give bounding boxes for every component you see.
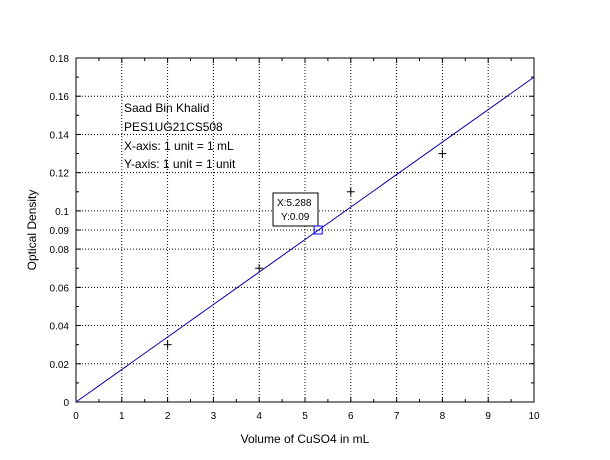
data-point-marker bbox=[438, 149, 447, 158]
x-tick-label: 3 bbox=[211, 411, 217, 422]
datatip-box bbox=[272, 192, 319, 227]
x-tick-label: 5 bbox=[302, 411, 308, 422]
y-tick-label: 0.12 bbox=[50, 169, 70, 180]
axis-ticks: 0 1 2 3 4 5 6 7 8 9 10 0 0.02 0.04 0.06 0.08 0.09 0.1 0.12… bbox=[50, 54, 540, 422]
datatip-y-label: Y:0.09 bbox=[281, 212, 310, 223]
y-tick-label: 0.09 bbox=[50, 226, 70, 237]
x-tick-label: 4 bbox=[256, 411, 262, 422]
data-point-marker bbox=[255, 264, 264, 273]
x-tick-label: 0 bbox=[73, 411, 79, 422]
y-tick-label: 0.02 bbox=[50, 360, 70, 371]
y-tick-label: 0.1 bbox=[55, 207, 69, 218]
datatip[interactable]: X:5.288 Y:0.09 bbox=[272, 192, 323, 235]
y-tick-label: 0 bbox=[63, 398, 69, 409]
fit-line bbox=[75, 76, 535, 403]
annotation: Saad Bin Khalid PES1UG21CS508 X-axis: 1 … bbox=[124, 101, 236, 171]
y-tick-label: 0.08 bbox=[50, 245, 70, 256]
y-tick-label: 0.18 bbox=[50, 54, 70, 65]
annotation-line-2: PES1UG21CS508 bbox=[124, 120, 223, 134]
x-tick-label: 2 bbox=[165, 411, 171, 422]
y-axis-label: Optical Density bbox=[25, 190, 39, 271]
datatip-marker[interactable] bbox=[313, 225, 323, 235]
annotation-line-4: Y-axis: 1 unit = 1 unit bbox=[124, 157, 236, 171]
x-tick-label: 10 bbox=[528, 411, 540, 422]
x-tick-label: 1 bbox=[119, 411, 125, 422]
data-point-marker bbox=[346, 187, 355, 196]
data-point-marker bbox=[163, 340, 172, 349]
x-tick-label: 8 bbox=[440, 411, 446, 422]
y-tick-label: 0.14 bbox=[50, 130, 70, 141]
x-tick-label: 9 bbox=[485, 411, 491, 422]
y-tick-label: 0.04 bbox=[50, 322, 70, 333]
y-tick-label: 0.16 bbox=[50, 92, 70, 103]
x-axis-label: Volume of CuSO4 in mL bbox=[241, 432, 370, 446]
datatip-x-label: X:5.288 bbox=[277, 198, 312, 209]
y-tick-label: 0.06 bbox=[50, 283, 70, 294]
x-tick-label: 6 bbox=[348, 411, 354, 422]
series-group bbox=[75, 76, 535, 403]
x-tick-label: 7 bbox=[394, 411, 400, 422]
annotation-line-3: X-axis: 1 unit = 1 mL bbox=[124, 139, 234, 153]
annotation-line-1: Saad Bin Khalid bbox=[124, 101, 209, 115]
